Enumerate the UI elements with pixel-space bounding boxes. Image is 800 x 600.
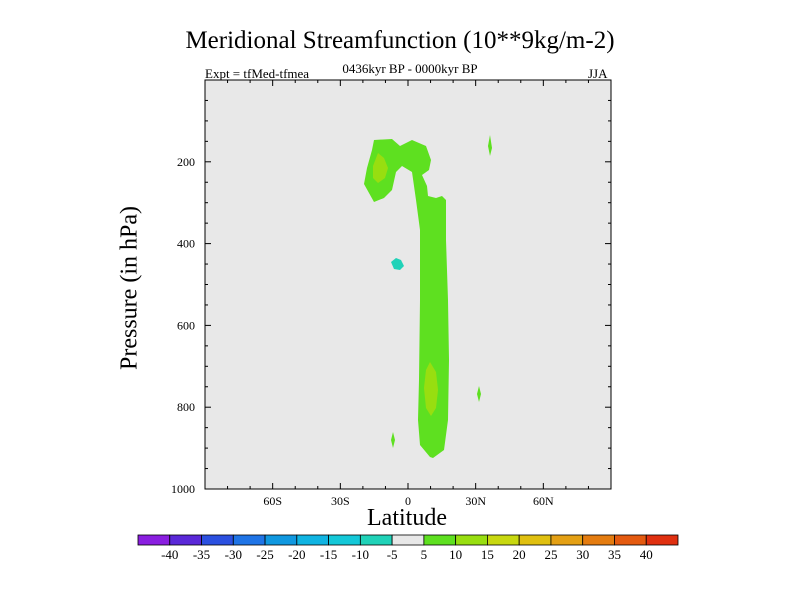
- contour-region-5-10-sliver: [488, 135, 492, 156]
- colorbar-label: -25: [256, 547, 273, 562]
- colorbar-label: 40: [640, 547, 653, 562]
- colorbar-swatch: [328, 534, 361, 546]
- experiment-label: Expt = tfMed-tfmea: [205, 66, 310, 81]
- colorbar-label: -20: [288, 547, 305, 562]
- x-tick-label: 60S: [263, 494, 282, 508]
- colorbar: -40 -35 -30 -25 -20 -15 -10 -5 5 10 15 20 25 30 35 40: [137, 534, 679, 562]
- colorbar-label: 5: [421, 547, 428, 562]
- season-label: JJA: [588, 66, 608, 81]
- colorbar-swatch: [518, 534, 552, 546]
- plot-area: [204, 79, 612, 490]
- colorbar-swatch: [550, 534, 584, 546]
- contour-region-neg-10-5-blob: [391, 258, 404, 270]
- y-tick-label: 600: [177, 318, 195, 332]
- colorbar-label: 10: [449, 547, 462, 562]
- chart-title: Meridional Streamfunction (10**9kg/m-2): [185, 27, 615, 54]
- contour-region-10-15-core: [424, 362, 438, 416]
- y-tick-labels: 200 400 600 800 1000: [171, 155, 195, 496]
- y-tick-label: 800: [177, 400, 195, 414]
- x-tick-label: 30N: [465, 494, 486, 508]
- colorbar-swatch: [455, 534, 488, 546]
- colorbar-label: 35: [608, 547, 621, 562]
- period-label: 0436kyr BP - 0000kyr BP: [342, 61, 478, 76]
- colorbar-label: 20: [513, 547, 526, 562]
- contour-region-10-15-core: [373, 153, 388, 183]
- colorbar-label: -15: [320, 547, 337, 562]
- y-tick-label: 200: [177, 155, 195, 169]
- colorbar-label: 30: [576, 547, 589, 562]
- colorbar-label: -5: [387, 547, 398, 562]
- colorbar-label: -40: [161, 547, 178, 562]
- colorbar-swatch: [232, 534, 266, 546]
- colorbar-swatch: [391, 534, 425, 546]
- colorbar-swatch: [423, 534, 457, 546]
- colorbar-swatch: [264, 534, 298, 546]
- contour-region-5-10-sliver: [391, 432, 395, 448]
- colorbar-label: -30: [225, 547, 242, 562]
- x-tick-label: 60N: [533, 494, 554, 508]
- x-axis-label: Latitude: [367, 505, 447, 531]
- colorbar-swatch: [487, 534, 520, 546]
- colorbar-swatch: [169, 534, 202, 546]
- colorbar-label: -10: [352, 547, 369, 562]
- colorbar-label: -35: [193, 547, 210, 562]
- colorbar-swatch: [614, 534, 647, 546]
- colorbar-label: 15: [481, 547, 494, 562]
- axis-ticks: [205, 80, 611, 490]
- x-tick-labels: 60S 30S 0 30N 60N: [263, 494, 554, 508]
- colorbar-swatch: [359, 534, 393, 546]
- y-tick-label: 1000: [171, 482, 195, 496]
- y-tick-label: 400: [177, 237, 195, 251]
- x-tick-label: 30S: [331, 494, 350, 508]
- colorbar-swatch: [296, 534, 329, 546]
- colorbar-swatch: [201, 534, 234, 546]
- x-tick-label: 0: [405, 494, 411, 508]
- colorbar-swatch: [137, 534, 171, 546]
- contour-region-5-10-sliver: [477, 386, 481, 402]
- colorbar-swatch: [645, 534, 679, 546]
- colorbar-label: 25: [544, 547, 557, 562]
- colorbar-swatch: [582, 534, 615, 546]
